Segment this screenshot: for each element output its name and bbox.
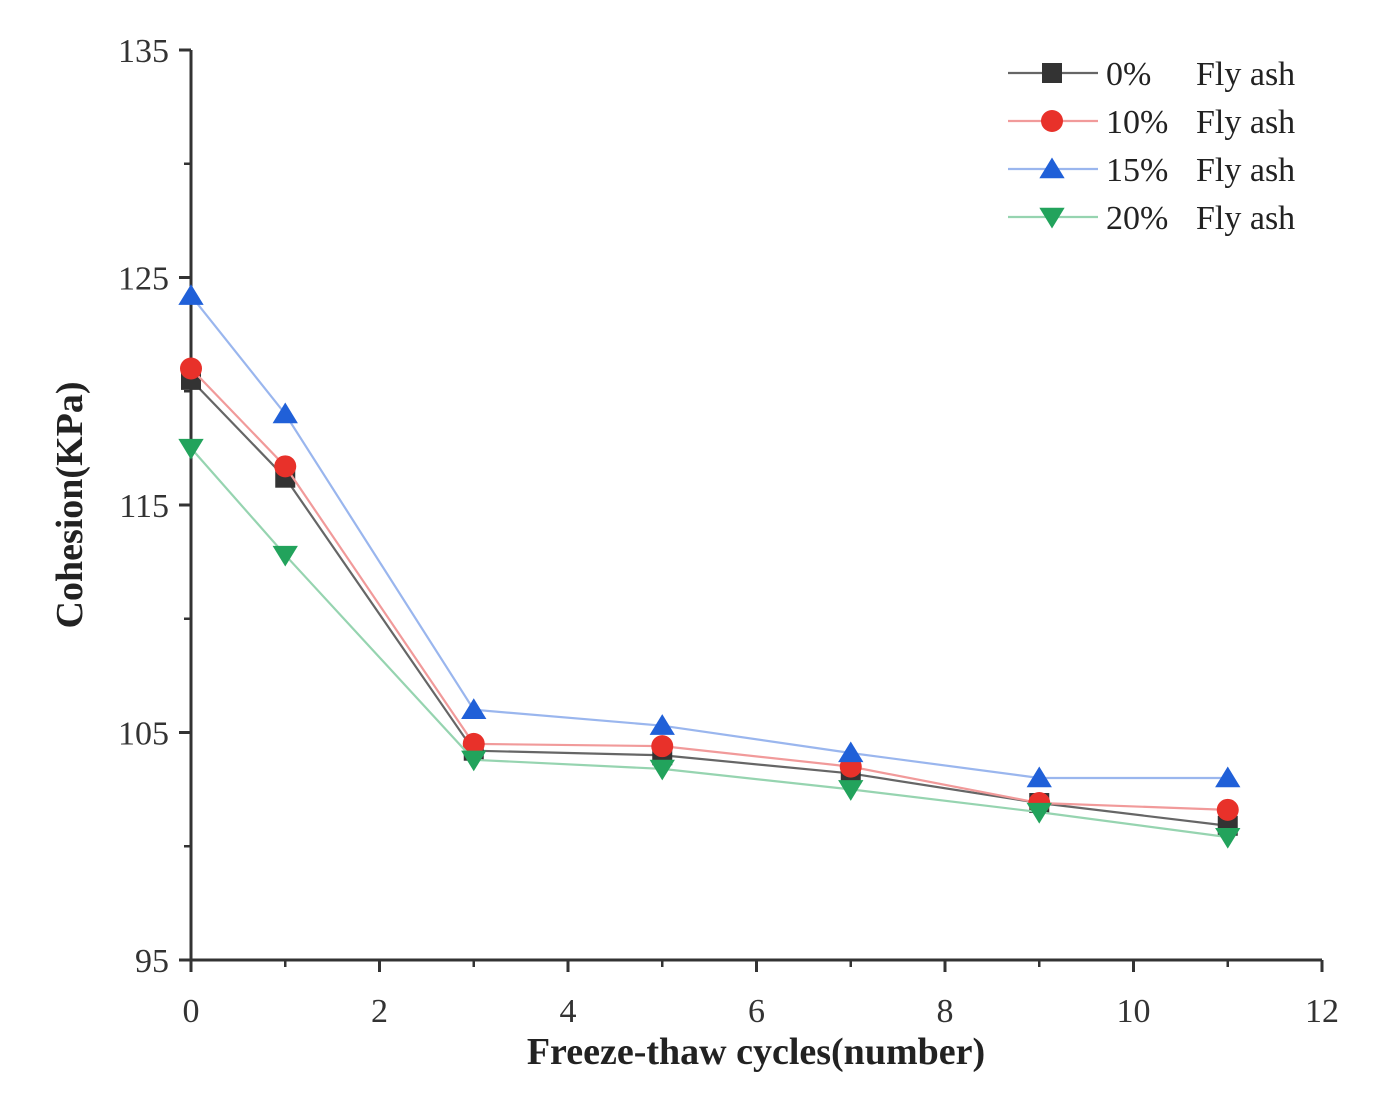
x-tick-label: 12 (1305, 993, 1339, 1030)
series-line-15pct (190, 295, 1228, 780)
legend-item-20pct: 20% Fly ash (1008, 200, 1295, 237)
data-point-15pct (461, 698, 487, 719)
data-point-15pct (649, 714, 675, 735)
x-tick-label: 0 (183, 993, 200, 1030)
y-tick-label: 95 (135, 943, 169, 980)
axes: 95 105 115 125 135 0 2 4 6 8 10 12 (118, 33, 1339, 1030)
x-tick-label: 10 (1117, 993, 1151, 1030)
data-point-20pct (461, 750, 487, 772)
data-point-15pct (838, 741, 864, 763)
data-point-20pct (178, 438, 204, 460)
legend-label-suffix: Fly ash (1196, 200, 1295, 237)
series-10pct (180, 357, 1239, 821)
series-line-10pct (190, 367, 1228, 811)
legend-marker-triangle-up (1039, 157, 1065, 179)
data-point-10pct (651, 735, 674, 758)
legend-item-10pct: 10% Fly ash (1008, 104, 1295, 141)
legend-item-15pct: 15% Fly ash (1008, 152, 1295, 189)
legend-label: 10% (1106, 104, 1168, 141)
y-axis-title: Cohesion(KPa) (49, 382, 91, 629)
data-point-15pct (272, 402, 298, 424)
series-15pct (178, 284, 1241, 788)
legend: 0% Fly ash 10% Fly ash 15% Fly ash 20% Fly ash (1008, 56, 1295, 237)
legend-label-suffix: Fly ash (1196, 104, 1295, 141)
x-tick-label: 8 (937, 993, 954, 1030)
x-axis-title: Freeze-thaw cycles(number) (527, 1031, 985, 1073)
data-point-15pct (1026, 766, 1052, 788)
series-20pct (178, 438, 1241, 849)
legend-marker-square (1042, 63, 1062, 83)
data-point-15pct (178, 284, 204, 305)
data-point-20pct (649, 759, 675, 781)
legend-label-suffix: Fly ash (1196, 56, 1295, 93)
legend-item-0pct: 0% Fly ash (1008, 56, 1295, 93)
data-point-20pct (272, 545, 298, 567)
series-line-0pct (190, 379, 1228, 827)
x-tick-label: 4 (560, 993, 577, 1030)
legend-label: 20% (1106, 200, 1168, 237)
data-point-10pct (180, 357, 202, 380)
y-tick-label: 135 (118, 33, 169, 70)
legend-marker-circle (1041, 110, 1063, 132)
data-point-10pct (1216, 798, 1239, 821)
data-point-10pct (462, 732, 485, 755)
series-0pct (181, 369, 1238, 836)
y-tick-label: 125 (118, 261, 169, 298)
data-point-10pct (274, 455, 297, 478)
legend-marker-triangle-down (1039, 207, 1065, 229)
legend-label-suffix: Fly ash (1196, 152, 1295, 189)
data-point-20pct (1026, 802, 1052, 824)
series-layer (178, 284, 1241, 849)
legend-label: 15% (1106, 152, 1168, 189)
y-tick-label: 115 (119, 488, 169, 525)
data-point-20pct (838, 780, 864, 801)
x-tick-label: 6 (748, 993, 765, 1030)
data-point-15pct (1215, 766, 1241, 788)
data-point-20pct (1215, 827, 1241, 849)
legend-label: 0% (1106, 56, 1151, 93)
y-tick-label: 105 (118, 716, 169, 753)
x-tick-label: 2 (371, 993, 388, 1030)
